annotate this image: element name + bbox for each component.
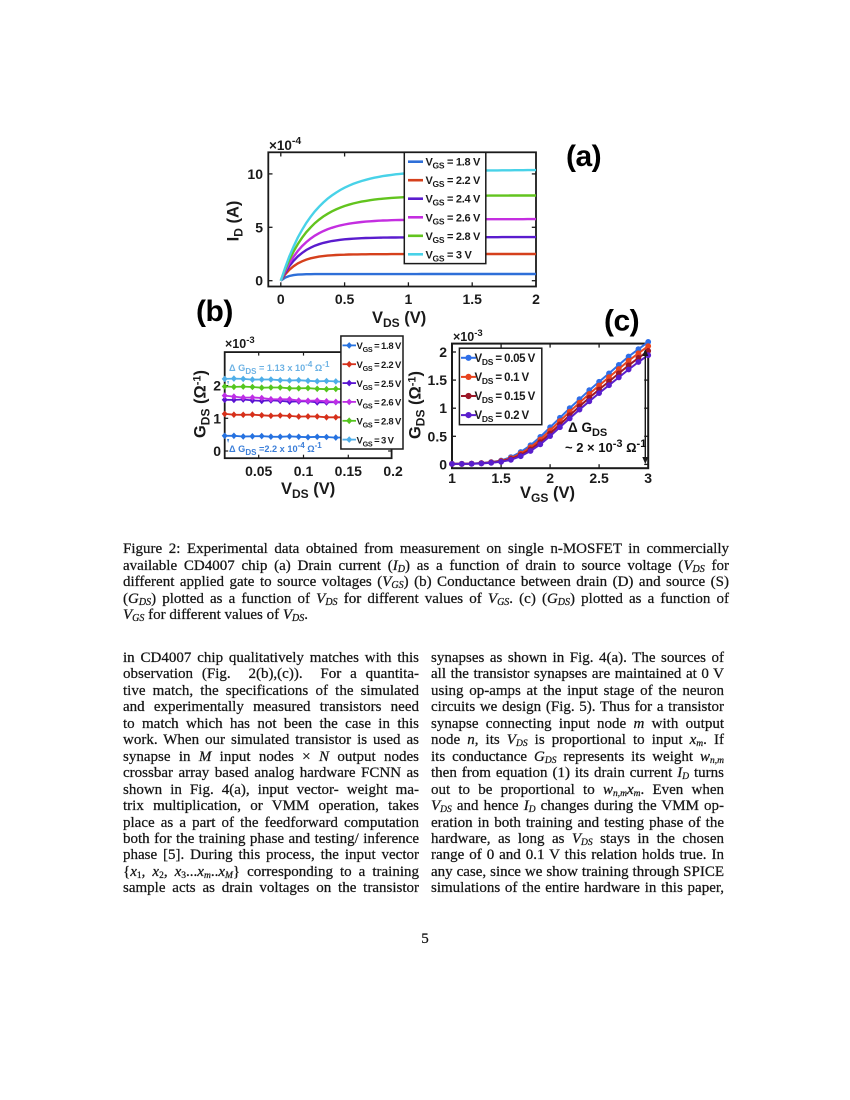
svg-text:VDS = 0.05 V: VDS = 0.05 V — [475, 353, 536, 367]
svg-text:VDS (V): VDS (V) — [372, 309, 426, 330]
svg-text:1.5: 1.5 — [491, 470, 511, 486]
svg-text:(c): (c) — [604, 305, 639, 338]
svg-text:VGS = 3 V: VGS = 3 V — [357, 435, 395, 448]
svg-text:VGS = 1.8 V: VGS = 1.8 V — [426, 157, 482, 171]
svg-text:2: 2 — [439, 344, 447, 360]
svg-text:0.1: 0.1 — [294, 463, 314, 479]
svg-text:0.5: 0.5 — [428, 428, 448, 444]
svg-text:1: 1 — [448, 470, 456, 486]
svg-text:×10-4: ×10-4 — [269, 135, 301, 153]
svg-text:VGS = 3 V: VGS = 3 V — [426, 249, 473, 263]
svg-text:10: 10 — [247, 166, 263, 182]
svg-text:3: 3 — [644, 470, 652, 486]
svg-text:1.5: 1.5 — [462, 291, 482, 307]
svg-text:ID (A): ID (A) — [225, 201, 246, 242]
svg-text:2: 2 — [532, 291, 540, 307]
svg-text:×10-3: ×10-3 — [453, 328, 483, 344]
svg-text:×10-3: ×10-3 — [225, 335, 255, 351]
svg-text:VDS (V): VDS (V) — [281, 480, 335, 501]
svg-text:Δ GDS: Δ GDS — [568, 420, 607, 439]
svg-text:0: 0 — [255, 273, 263, 289]
svg-text:0: 0 — [213, 443, 221, 459]
svg-text:VDS = 0.1 V: VDS = 0.1 V — [475, 372, 530, 386]
svg-text:VGS (V): VGS (V) — [520, 484, 575, 505]
svg-text:VGS = 2.2 V: VGS = 2.2 V — [357, 360, 403, 373]
svg-text:0.15: 0.15 — [335, 463, 362, 479]
svg-text:1: 1 — [405, 291, 413, 307]
svg-text:GDS (Ω-1): GDS (Ω-1) — [407, 371, 428, 439]
svg-text:Δ GDS =2.2 x 10-4 Ω-1: Δ GDS =2.2 x 10-4 Ω-1 — [229, 441, 322, 457]
svg-text:VGS = 2.5 V: VGS = 2.5 V — [357, 379, 403, 392]
svg-text:2: 2 — [546, 470, 554, 486]
svg-text:0.05: 0.05 — [245, 463, 272, 479]
svg-text:2: 2 — [213, 378, 221, 394]
svg-text:Δ GDS = 1.13 x 10-4 Ω-1: Δ GDS = 1.13 x 10-4 Ω-1 — [229, 360, 330, 376]
svg-text:5: 5 — [255, 219, 263, 235]
svg-text:~ 2 × 10-3 Ω-1: ~ 2 × 10-3 Ω-1 — [565, 438, 646, 455]
svg-text:VGS = 2.6 V: VGS = 2.6 V — [426, 212, 482, 226]
svg-text:VDS = 0.2 V: VDS = 0.2 V — [475, 410, 530, 424]
svg-text:0: 0 — [277, 291, 285, 307]
svg-text:(a): (a) — [566, 140, 601, 173]
svg-text:VDS = 0.15 V: VDS = 0.15 V — [475, 391, 536, 405]
svg-text:VGS = 1.8 V: VGS = 1.8 V — [357, 341, 403, 354]
svg-text:0: 0 — [439, 456, 447, 472]
svg-text:1.5: 1.5 — [428, 372, 448, 388]
svg-text:VGS = 2.8 V: VGS = 2.8 V — [426, 231, 482, 245]
svg-text:VGS = 2.6 V: VGS = 2.6 V — [357, 398, 403, 411]
svg-text:GDS (Ω-1): GDS (Ω-1) — [192, 370, 213, 438]
svg-text:0.2: 0.2 — [383, 463, 403, 479]
svg-text:1: 1 — [213, 410, 221, 426]
svg-text:VGS = 2.2 V: VGS = 2.2 V — [426, 175, 482, 189]
svg-text:VGS = 2.8 V: VGS = 2.8 V — [357, 417, 403, 430]
svg-text:VGS = 2.4 V: VGS = 2.4 V — [426, 194, 482, 208]
svg-text:(b): (b) — [196, 295, 233, 328]
svg-text:1: 1 — [439, 400, 447, 416]
svg-text:0.5: 0.5 — [335, 291, 355, 307]
svg-text:2.5: 2.5 — [589, 470, 609, 486]
